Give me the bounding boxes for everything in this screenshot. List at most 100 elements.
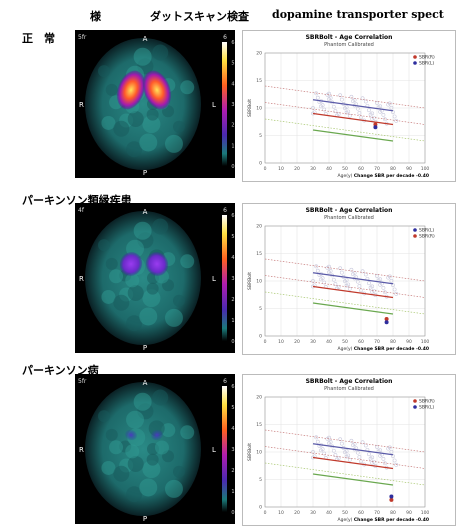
tissue-speckle: [133, 47, 152, 66]
tissue-speckle: [139, 307, 158, 326]
tissue-speckle: [173, 120, 186, 133]
x-tick-label: 50: [342, 166, 348, 172]
color-scale-tick: 1: [231, 318, 234, 324]
normal-database-point: [378, 104, 383, 109]
tissue-speckle: [101, 289, 116, 304]
x-tick-label: 100: [421, 510, 430, 516]
y-tick-label: 0: [259, 334, 262, 340]
y-tick-label: 20: [256, 224, 262, 230]
x-tick-label: 30: [310, 510, 316, 516]
normal-database-point: [327, 435, 331, 440]
normal-database-point: [311, 106, 315, 110]
normal-database-point: [344, 105, 349, 110]
normal-database-point: [322, 451, 327, 456]
normal-database-point: [389, 278, 394, 283]
normal-database-point: [375, 445, 379, 449]
x-tick-label: 40: [326, 339, 332, 345]
y-tick-label: 0: [259, 505, 262, 511]
x-tick-label: 90: [406, 166, 412, 172]
x-axis-label: Age(y): [338, 517, 353, 523]
y-tick-label: 5: [259, 306, 262, 312]
legend-marker: [413, 228, 417, 232]
normal-database-point: [320, 276, 325, 281]
patient-point-right: [373, 122, 378, 127]
x-tick-label: 50: [342, 510, 348, 516]
orientation-right: R: [79, 275, 84, 283]
patient-point-right: [389, 497, 394, 502]
normal-database-point: [355, 279, 360, 284]
color-scale-tick: 6: [231, 40, 234, 46]
patient-point-right: [384, 316, 389, 321]
normal-database-point: [311, 279, 315, 283]
color-scale-tick: 2: [231, 123, 234, 129]
normal-database-point: [328, 96, 333, 100]
normal-database-point: [314, 264, 319, 269]
tissue-speckle: [101, 115, 116, 130]
color-scale-bar: [222, 386, 227, 512]
y-tick-label: 15: [256, 251, 262, 257]
slice-label: 5fr: [78, 378, 87, 385]
x-tick-label: 0: [264, 339, 267, 345]
normal-database-point: [363, 99, 368, 104]
orientation-anterior: A: [143, 35, 148, 43]
slice-label: 4f: [78, 207, 85, 214]
normal-database-point: [383, 117, 387, 122]
normal-database-point: [315, 439, 320, 444]
y-tick-label: 0: [259, 161, 262, 167]
legend-label: SBR(R): [419, 55, 435, 61]
x-tick-label: 80: [390, 339, 396, 345]
y-axis-label: SBRBolt: [247, 272, 253, 290]
normal-database-point: [387, 445, 392, 450]
tissue-speckle: [97, 410, 110, 423]
x-tick-label: 70: [374, 339, 380, 345]
legend-marker: [413, 61, 417, 65]
normal-database-point: [315, 95, 320, 100]
patient-point-left: [373, 125, 378, 130]
normal-database-point: [347, 113, 352, 118]
normal-database-point: [363, 443, 368, 448]
tissue-speckle: [113, 465, 130, 482]
tissue-speckle: [105, 428, 118, 441]
normal-database-point: [367, 452, 371, 457]
spect-image: 4f A P R L 66 5 4 3 2 1 0: [78, 207, 235, 352]
tissue-speckle: [126, 486, 143, 503]
color-scale-max: 6: [223, 34, 227, 41]
normal-database-point: [344, 278, 349, 283]
tissue-speckle: [127, 455, 144, 472]
tissue-speckle: [152, 44, 169, 61]
striatum-right: [116, 70, 146, 110]
tissue-speckle: [164, 134, 183, 153]
normal-database-point: [339, 441, 344, 446]
normal-database-point: [392, 114, 397, 119]
normal-database-point: [381, 457, 386, 461]
tissue-speckle: [105, 83, 118, 96]
normal-database-point: [322, 280, 327, 285]
tissue-speckle: [105, 257, 118, 270]
striatum-right: [125, 429, 137, 441]
tissue-speckle: [146, 108, 159, 121]
chart-subtitle: Phantom Calibrated: [324, 215, 374, 221]
chart-subtitle: Phantom Calibrated: [324, 42, 374, 48]
normal-database-point: [394, 291, 399, 296]
normal-database-point: [320, 447, 325, 452]
legend-marker: [413, 405, 417, 409]
tissue-speckle: [113, 120, 130, 137]
color-scale-tick: 1: [231, 143, 234, 149]
y-tick-label: 15: [256, 422, 262, 428]
normal-database-point: [328, 440, 333, 444]
x-tick-label: 30: [310, 166, 316, 172]
x-tick-label: 10: [278, 339, 284, 345]
chart-panel-normal: SBRBolt - Age Correlation Phantom Calibra…: [242, 30, 456, 182]
normal-database-point: [349, 267, 354, 272]
normal-database-point: [322, 107, 327, 112]
x-tick-label: 30: [310, 339, 316, 345]
chart-subtitle: Phantom Calibrated: [324, 386, 374, 392]
title-english: dopamine transporter spect: [272, 8, 444, 21]
normal-database-point: [389, 105, 394, 110]
tissue-speckle: [142, 115, 161, 134]
x-tick-label: 40: [326, 166, 332, 172]
x-axis-label: Age(y): [338, 173, 353, 179]
color-scale-tick: 6: [231, 384, 234, 390]
tissue-speckle: [146, 453, 159, 466]
